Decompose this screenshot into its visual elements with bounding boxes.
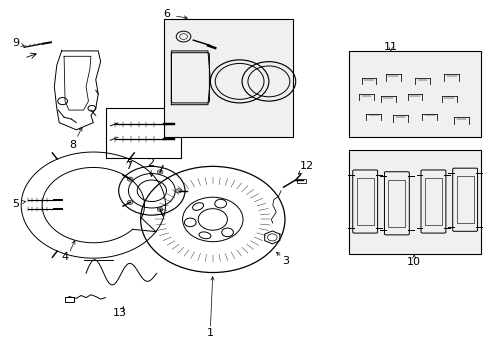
Bar (105, 108, 181, 158)
Text: 11: 11 (383, 42, 397, 51)
Bar (456, 176, 473, 223)
Text: 6: 6 (163, 9, 170, 19)
Text: 4: 4 (61, 252, 68, 262)
Bar (348, 149, 480, 253)
Circle shape (175, 189, 181, 193)
Bar (387, 180, 405, 226)
Bar (356, 178, 373, 225)
Text: 10: 10 (407, 257, 420, 267)
Text: 3: 3 (282, 256, 289, 266)
Circle shape (157, 207, 163, 212)
Text: 9: 9 (12, 38, 19, 48)
Circle shape (157, 170, 163, 174)
Bar (348, 51, 480, 137)
Text: 12: 12 (299, 161, 313, 171)
Bar (65, 297, 74, 302)
Text: 8: 8 (69, 140, 76, 150)
Bar (297, 179, 305, 183)
Text: 2: 2 (147, 158, 154, 168)
Circle shape (127, 177, 133, 181)
Bar (163, 19, 293, 137)
Text: 7: 7 (124, 161, 132, 171)
Text: 1: 1 (206, 328, 213, 338)
Text: 13: 13 (113, 309, 127, 318)
Circle shape (127, 200, 133, 204)
Bar (424, 178, 441, 225)
Text: 5: 5 (12, 199, 19, 210)
